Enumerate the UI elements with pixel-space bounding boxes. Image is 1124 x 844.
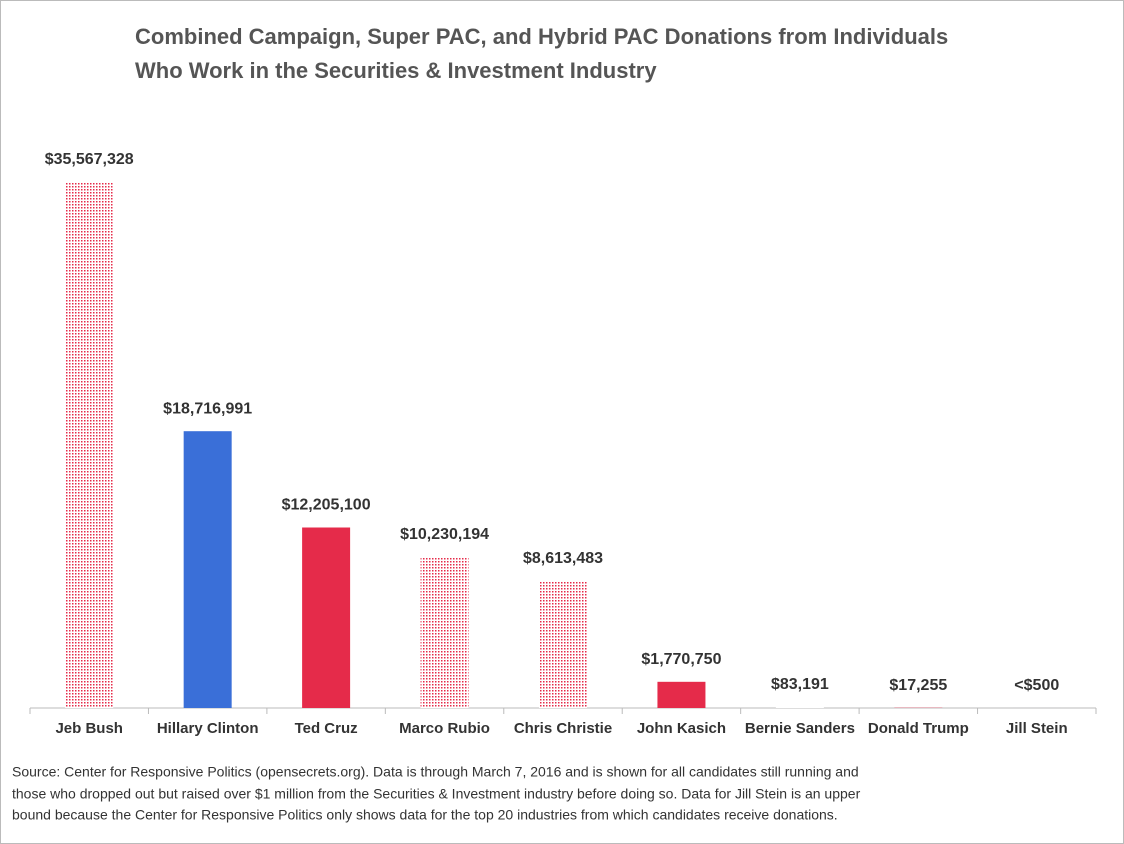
x-tick-label: Jill Stein (1006, 720, 1068, 737)
source-note: Source: Center for Responsive Politics (… (12, 764, 859, 780)
bar (775, 706, 824, 708)
source-note: those who dropped out but raised over $1… (12, 786, 861, 802)
bar (302, 527, 351, 708)
chart-title: Who Work in the Securities & Investment … (135, 58, 657, 83)
x-tick-label: Ted Cruz (295, 720, 358, 737)
bar (420, 556, 469, 708)
x-tick-label: John Kasich (637, 720, 726, 737)
data-label: <$500 (1014, 677, 1059, 694)
x-tick-label: Hillary Clinton (157, 720, 259, 737)
data-label: $12,205,100 (282, 497, 371, 514)
data-label: $18,716,991 (163, 400, 252, 417)
x-tick-label: Chris Christie (514, 720, 612, 737)
source-note: bound because the Center for Responsive … (12, 807, 838, 823)
x-tick-label: Donald Trump (868, 720, 969, 737)
x-tick-label: Bernie Sanders (745, 720, 855, 737)
x-tick-label: Marco Rubio (399, 720, 490, 737)
bar (183, 431, 232, 708)
data-label: $17,255 (889, 677, 947, 694)
data-label: $8,613,483 (523, 550, 603, 567)
chart-title: Combined Campaign, Super PAC, and Hybrid… (135, 24, 948, 49)
x-tick-label: Jeb Bush (55, 720, 123, 737)
data-label: $35,567,328 (45, 151, 134, 168)
data-label: $83,191 (771, 676, 829, 693)
data-label: $1,770,750 (641, 651, 721, 668)
bar (65, 182, 114, 708)
bar (657, 681, 706, 708)
bar (539, 580, 587, 708)
data-label: $10,230,194 (400, 526, 489, 543)
